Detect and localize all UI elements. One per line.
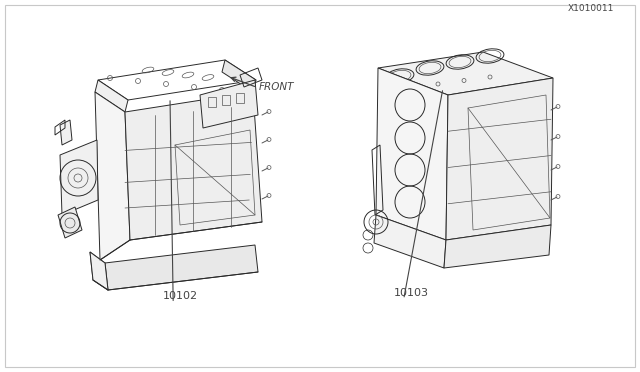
Polygon shape [222, 60, 256, 92]
Polygon shape [446, 78, 553, 240]
Bar [236, 93, 244, 103]
Bar [208, 97, 216, 107]
Text: FRONT: FRONT [259, 83, 294, 92]
Polygon shape [60, 140, 98, 215]
Text: X1010011: X1010011 [568, 4, 614, 13]
Polygon shape [58, 207, 82, 238]
Bar [222, 95, 230, 105]
Polygon shape [90, 252, 108, 290]
Polygon shape [60, 120, 72, 145]
Polygon shape [200, 80, 258, 128]
Polygon shape [90, 252, 108, 290]
Polygon shape [95, 80, 128, 112]
Polygon shape [95, 92, 130, 260]
Polygon shape [378, 52, 553, 95]
Polygon shape [125, 92, 262, 240]
Polygon shape [105, 245, 258, 290]
Text: 10103: 10103 [394, 288, 429, 298]
Text: 10102: 10102 [163, 291, 198, 301]
Polygon shape [376, 68, 448, 240]
Polygon shape [444, 225, 551, 268]
Polygon shape [374, 215, 446, 268]
